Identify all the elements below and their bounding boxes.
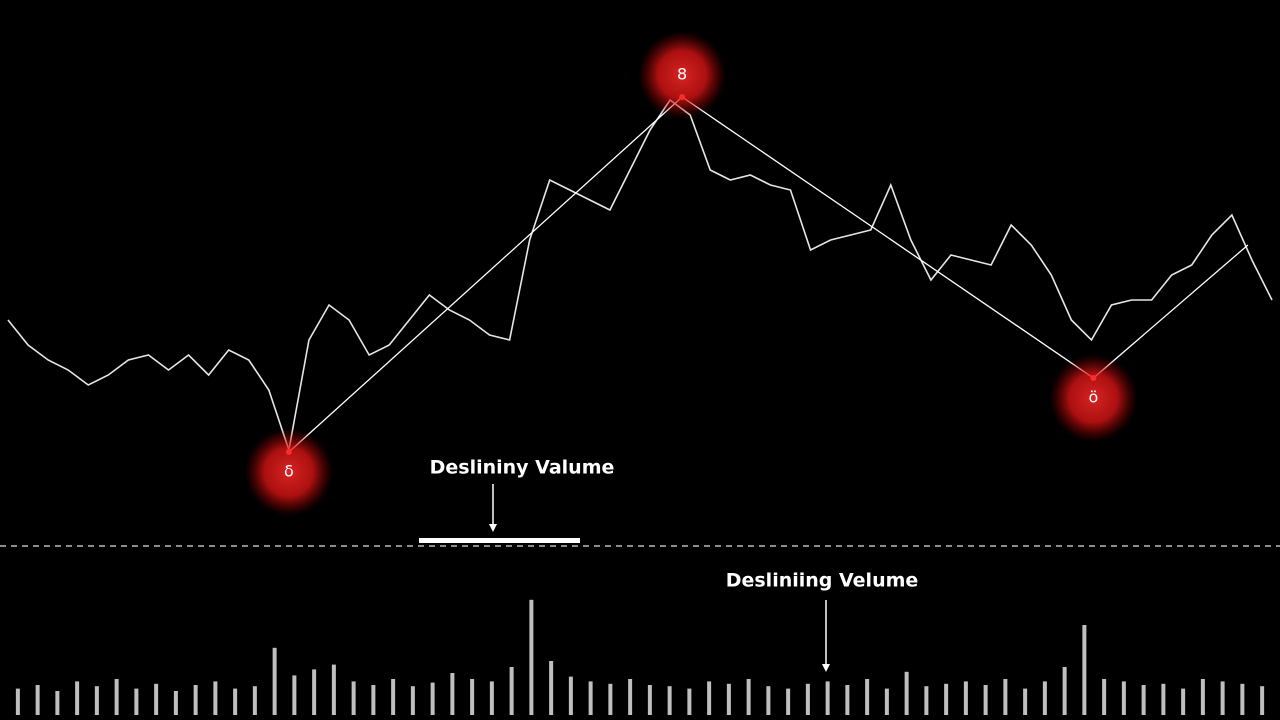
volume-bar [1240,683,1245,715]
pivot-glow [244,428,333,516]
volume-bar [687,688,692,715]
volume-bar [944,683,949,715]
annotation: Desliniing Velume [726,570,919,592]
volume-marker [419,538,580,543]
volume-bar [94,686,99,715]
volume-bar [173,691,178,715]
volume-bar [588,681,593,715]
volume-bar [312,669,317,715]
volume-bar [707,681,712,715]
volume-bar [233,688,238,715]
volume-bar [252,686,257,715]
volume-bar [1220,681,1225,715]
volume-bar [924,686,929,715]
volume-bar [608,683,613,715]
volume-bar [193,685,198,715]
volume-bar [1181,688,1186,715]
volume-bar [529,599,534,715]
volume-bar [1141,685,1146,715]
volume-bar [1003,679,1008,715]
volume-bar [213,681,218,715]
volume-bar [15,688,20,715]
volume-bar [331,664,336,715]
pivot-glow [638,31,727,119]
volume-bar [904,671,909,715]
pivot-label: 8 [677,65,687,84]
arrow-head [489,524,497,532]
pivot [285,449,292,455]
volume-bar [1200,679,1205,715]
volume-bar [430,682,435,715]
volume-bar [667,686,672,715]
volume-bar [470,679,475,715]
volume-bar [391,679,396,715]
trend-line [288,96,1249,453]
volume-bar [746,679,751,715]
volume-bar [726,683,731,715]
volume-bar [963,681,968,715]
volume-bar [35,685,40,715]
volume-bar [1102,679,1107,715]
volume-bar [272,647,277,715]
volume-bar [351,681,356,715]
arrow-head [822,664,830,672]
pivot-label: δ [284,462,294,481]
volume-bar [1161,683,1166,715]
volume-bar [450,673,455,715]
volume-bar [371,685,376,715]
volume-bar [628,679,633,715]
volume-bar [884,688,889,715]
pivot-glow [1049,354,1138,442]
volume-bar [292,675,297,715]
pivot [1090,375,1097,381]
volume-bar [983,685,988,715]
volume-bar [568,676,573,715]
volume-bar [549,661,554,715]
volume-bar [1260,686,1265,715]
volume-bar [1023,688,1028,715]
volume-bar [154,683,159,715]
volume-bar [1082,625,1087,715]
volume-bar [766,686,771,715]
volume-bar [865,679,870,715]
volume-bar [410,686,415,715]
annotation: Deslininy Valume [430,457,615,479]
volume-bar [1042,681,1047,715]
pivot [679,94,686,100]
pivot-label: ö [1089,388,1099,407]
volume-bar [509,667,514,715]
volume-bar [647,685,652,715]
volume-bar [845,685,850,715]
volume-bar [786,688,791,715]
volume-bar [75,681,80,715]
volume-bar [825,681,830,715]
volume-bar [1062,667,1067,715]
volume-bar [114,679,119,715]
volume-bar [134,688,139,715]
volume-bar [55,691,60,715]
volume-bar [489,681,494,715]
volume-bar [1121,681,1126,715]
volume-bar [805,683,810,715]
price-line [7,98,1273,451]
